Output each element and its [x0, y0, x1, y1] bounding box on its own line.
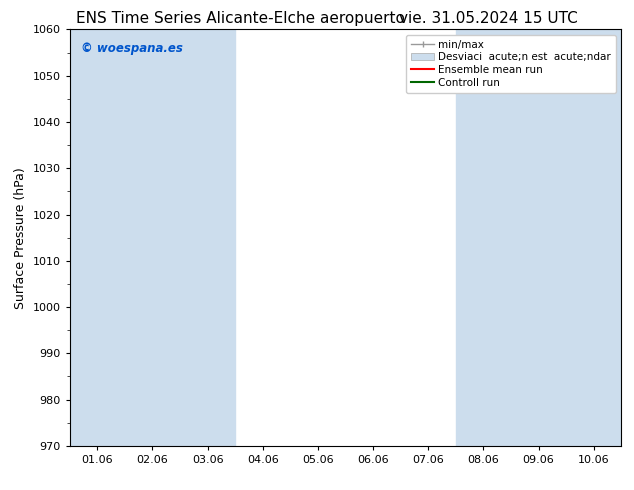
- Text: © woespana.es: © woespana.es: [81, 42, 183, 55]
- Bar: [70, 29, 125, 446]
- Bar: [511, 29, 566, 446]
- Bar: [180, 29, 235, 446]
- Text: ENS Time Series Alicante-Elche aeropuerto: ENS Time Series Alicante-Elche aeropuert…: [77, 11, 405, 26]
- Bar: [456, 29, 511, 446]
- Legend: min/max, Desviaci  acute;n est  acute;ndar, Ensemble mean run, Controll run: min/max, Desviaci acute;n est acute;ndar…: [406, 35, 616, 93]
- Y-axis label: Surface Pressure (hPa): Surface Pressure (hPa): [14, 167, 27, 309]
- Bar: [125, 29, 180, 446]
- Text: vie. 31.05.2024 15 UTC: vie. 31.05.2024 15 UTC: [399, 11, 578, 26]
- Bar: [566, 29, 621, 446]
